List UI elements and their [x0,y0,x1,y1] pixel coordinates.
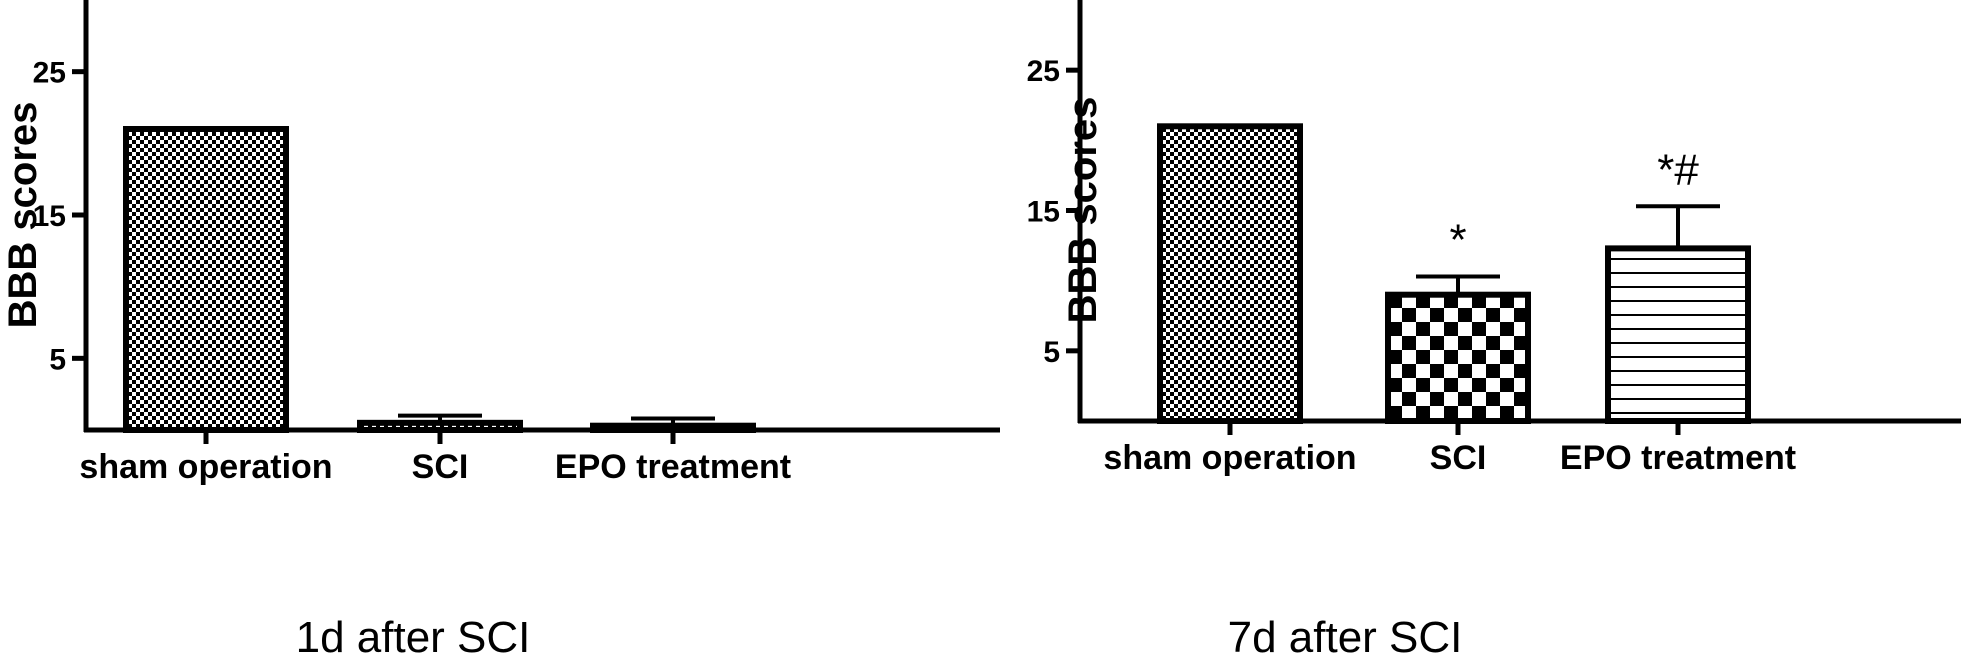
y-tick-label: 25 [1027,55,1060,88]
chart-7d-after-sci: 5 15 25 sham operation SCI * EPO treatment *# BB… [1027,0,1961,662]
y-tick-label: 5 [49,343,66,376]
x-tick-label: sham operation [1103,439,1356,477]
x-axis-title: 7d after SCI [1228,613,1463,662]
y-axis-title: BBB scores [1,102,45,329]
y-tick-label: 15 [33,200,66,233]
significance-label: * [1449,215,1466,264]
bar [590,422,756,434]
y-tick-label: 25 [33,57,66,90]
y-tick-label: 15 [1027,196,1060,229]
bar [1157,123,1303,425]
y-tick-label: 5 [1043,336,1060,369]
x-tick-label: SCI [1430,439,1487,477]
x-tick-label: SCI [412,448,469,486]
bar [123,126,289,433]
x-tick-label: EPO treatment [1560,439,1796,477]
bar [357,419,523,434]
bar [1385,291,1531,425]
significance-label: *# [1657,145,1699,194]
x-tick-label: sham operation [79,448,332,486]
bar [1605,245,1751,424]
x-tick-label: EPO treatment [555,448,791,486]
y-axis-title: BBB scores [1061,97,1105,324]
x-axis-title: 1d after SCI [296,613,531,662]
chart-1d-after-sci: 5 15 25 sham operation SCI EPO treatment BBB s… [1,0,1000,662]
